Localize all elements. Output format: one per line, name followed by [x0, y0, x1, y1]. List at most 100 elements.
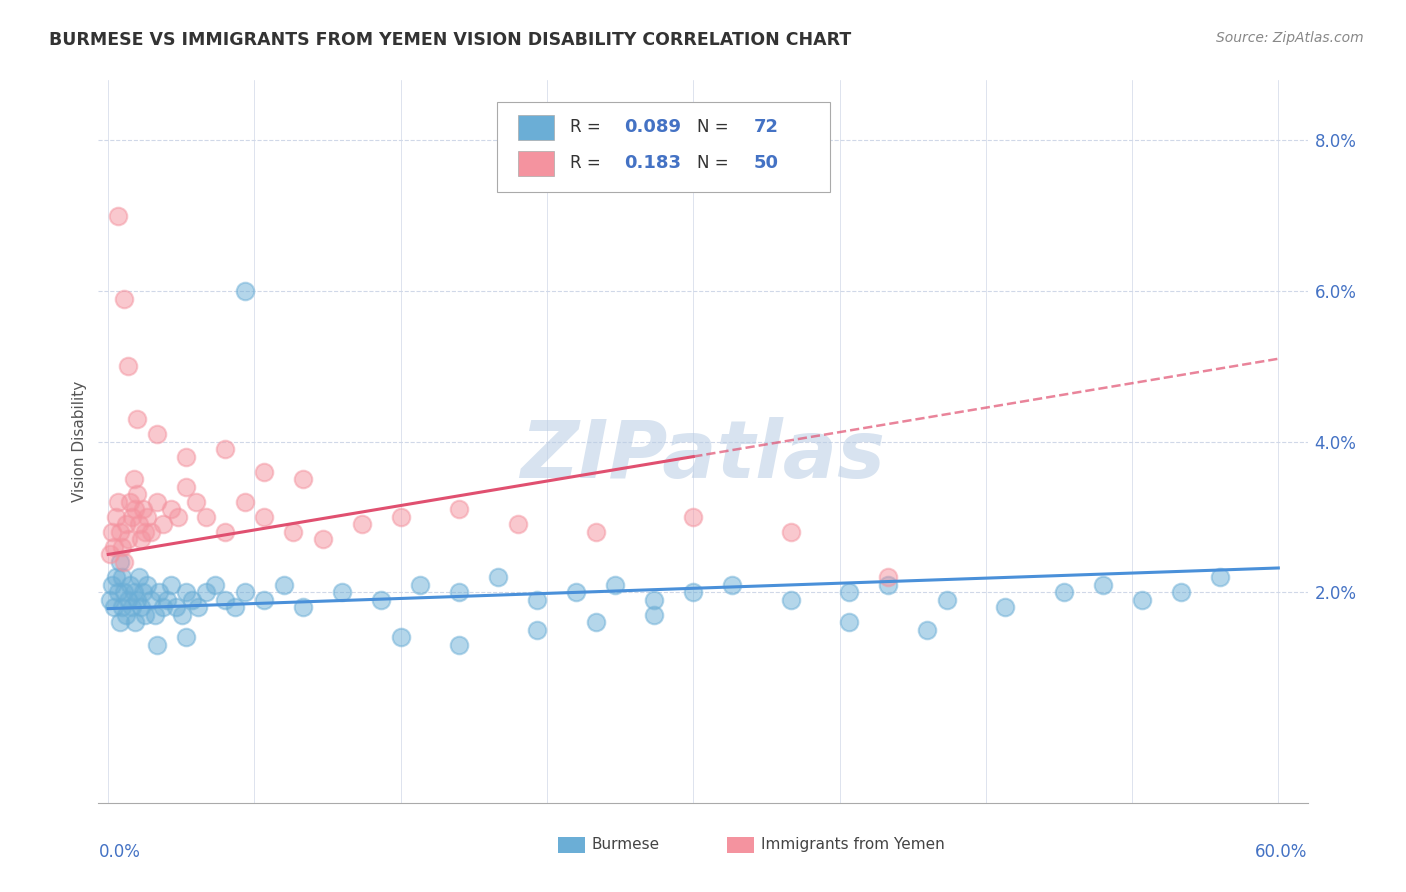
- Point: [134, 524, 156, 539]
- Point: [146, 638, 169, 652]
- Point: [107, 494, 129, 508]
- Text: R =: R =: [569, 119, 606, 136]
- Point: [114, 517, 136, 532]
- Point: [1209, 570, 1232, 584]
- Point: [214, 524, 236, 539]
- Point: [935, 592, 957, 607]
- Point: [159, 502, 181, 516]
- Point: [132, 502, 155, 516]
- Point: [146, 427, 169, 442]
- Point: [187, 600, 209, 615]
- Text: 0.183: 0.183: [624, 154, 682, 172]
- Point: [526, 623, 548, 637]
- Point: [146, 494, 169, 508]
- Point: [139, 524, 162, 539]
- Point: [174, 480, 197, 494]
- Point: [233, 585, 256, 599]
- Point: [214, 592, 236, 607]
- Point: [253, 592, 276, 607]
- Text: Immigrants from Yemen: Immigrants from Yemen: [761, 838, 945, 852]
- Point: [159, 577, 181, 591]
- Point: [194, 585, 217, 599]
- Text: 50: 50: [754, 154, 779, 172]
- Point: [389, 630, 412, 644]
- Point: [98, 592, 121, 607]
- Point: [585, 524, 607, 539]
- Point: [143, 607, 166, 622]
- Point: [181, 592, 204, 607]
- FancyBboxPatch shape: [498, 102, 830, 193]
- Point: [1053, 585, 1076, 599]
- Point: [103, 600, 125, 615]
- Point: [117, 533, 139, 547]
- Point: [486, 570, 509, 584]
- Point: [152, 600, 174, 615]
- Point: [184, 494, 207, 508]
- Point: [107, 585, 129, 599]
- Point: [107, 209, 129, 223]
- Point: [117, 592, 139, 607]
- Point: [128, 517, 150, 532]
- Point: [449, 502, 471, 516]
- Text: 0.089: 0.089: [624, 119, 682, 136]
- Point: [204, 577, 226, 591]
- Point: [585, 615, 607, 630]
- Bar: [517, 151, 554, 177]
- Text: Source: ZipAtlas.com: Source: ZipAtlas.com: [1216, 31, 1364, 45]
- Point: [98, 548, 121, 562]
- Point: [139, 592, 162, 607]
- Point: [1130, 592, 1153, 607]
- Point: [1170, 585, 1192, 599]
- Point: [994, 600, 1017, 615]
- Point: [121, 509, 143, 524]
- Point: [312, 533, 335, 547]
- Point: [174, 450, 197, 464]
- Point: [409, 577, 432, 591]
- Point: [111, 540, 134, 554]
- Point: [1091, 577, 1114, 591]
- Point: [104, 509, 127, 524]
- Y-axis label: Vision Disability: Vision Disability: [72, 381, 87, 502]
- Point: [565, 585, 588, 599]
- Bar: [727, 838, 754, 854]
- Point: [253, 465, 276, 479]
- Point: [104, 570, 127, 584]
- Point: [838, 585, 860, 599]
- Point: [108, 524, 131, 539]
- Point: [148, 585, 170, 599]
- Point: [112, 585, 135, 599]
- Bar: [558, 838, 585, 854]
- Point: [449, 638, 471, 652]
- Point: [877, 577, 900, 591]
- Point: [350, 517, 373, 532]
- Point: [117, 359, 139, 374]
- Point: [101, 577, 124, 591]
- Text: Burmese: Burmese: [592, 838, 659, 852]
- Point: [643, 592, 665, 607]
- Point: [506, 517, 529, 532]
- Text: R =: R =: [569, 154, 606, 172]
- Point: [101, 524, 124, 539]
- Point: [127, 592, 149, 607]
- Point: [292, 472, 315, 486]
- Point: [779, 592, 801, 607]
- Point: [330, 585, 353, 599]
- Point: [112, 292, 135, 306]
- Point: [121, 600, 143, 615]
- Point: [214, 442, 236, 456]
- Point: [118, 577, 141, 591]
- Point: [111, 600, 134, 615]
- Point: [128, 570, 150, 584]
- Point: [370, 592, 392, 607]
- Point: [449, 585, 471, 599]
- Point: [917, 623, 939, 637]
- Point: [721, 577, 744, 591]
- Point: [127, 412, 149, 426]
- Point: [122, 585, 145, 599]
- Text: BURMESE VS IMMIGRANTS FROM YEMEN VISION DISABILITY CORRELATION CHART: BURMESE VS IMMIGRANTS FROM YEMEN VISION …: [49, 31, 852, 49]
- Point: [253, 509, 276, 524]
- Point: [779, 524, 801, 539]
- Point: [134, 607, 156, 622]
- Point: [526, 592, 548, 607]
- Text: N =: N =: [697, 119, 734, 136]
